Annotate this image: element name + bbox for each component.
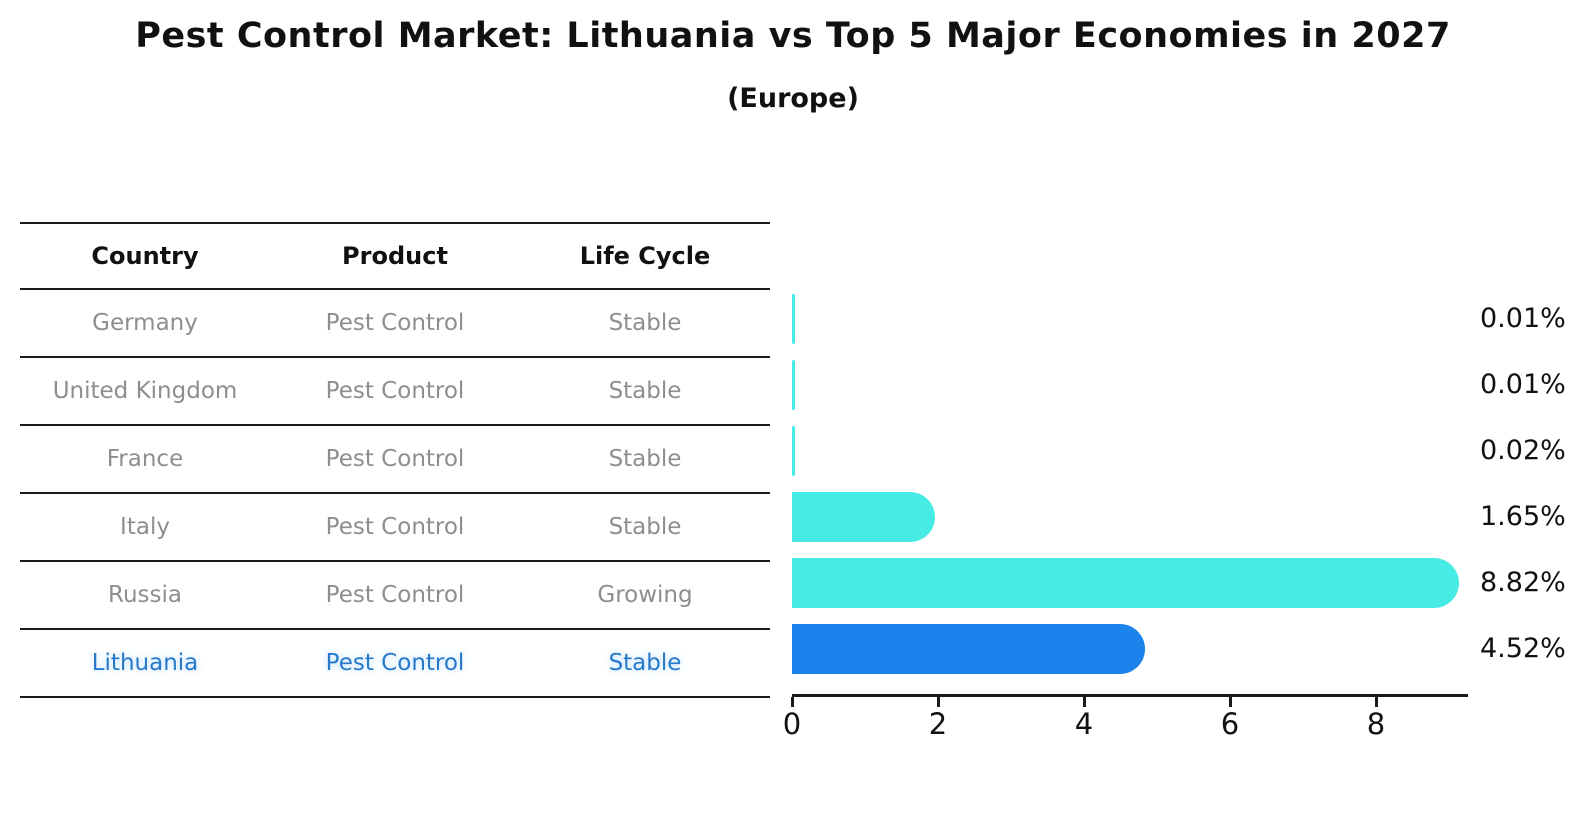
x-axis-tick-label: 0 [782, 707, 802, 741]
x-axis-tick-label: 2 [928, 707, 948, 741]
table-cell-product: Pest Control [325, 650, 465, 676]
table-cell-life-cycle: Stable [608, 650, 682, 676]
table-cell-product: Pest Control [325, 310, 465, 336]
table-cell-life-cycle: Stable [608, 446, 682, 472]
table-row: Germany Pest Control Stable [20, 290, 770, 358]
table-rows: Germany Pest Control Stable United Kingdom P… [20, 290, 770, 698]
bar-russia [792, 558, 1459, 608]
table-row: France Pest Control Stable [20, 426, 770, 494]
bar-lithuania [792, 624, 1145, 674]
bar-value-label: 0.01% [1480, 369, 1566, 400]
table-cell-country: Russia [108, 582, 182, 608]
table-header-row: Country Product Life Cycle [20, 222, 770, 290]
bar-value-label: 4.52% [1480, 633, 1566, 664]
table-cell-country: France [106, 446, 184, 472]
table-cell-life-cycle: Stable [608, 378, 682, 404]
table-cell-country: United Kingdom [52, 378, 238, 404]
bar-italy [792, 492, 936, 542]
x-axis-tick [790, 697, 794, 707]
bar-value-label: 0.01% [1480, 303, 1566, 334]
x-axis-line [792, 694, 1468, 697]
bar-united-kingdom [792, 360, 795, 410]
x-axis-tick [1374, 697, 1378, 707]
x-axis-tick-label: 6 [1220, 707, 1240, 741]
table-cell-product: Pest Control [325, 378, 465, 404]
table-cell-product: Pest Control [325, 514, 465, 540]
table-cell-life-cycle: Stable [608, 514, 682, 540]
bar-value-label: 1.65% [1480, 501, 1566, 532]
x-axis-tick-label: 4 [1074, 707, 1094, 741]
table-row: Russia Pest Control Growing [20, 562, 770, 630]
table-cell-product: Pest Control [325, 446, 465, 472]
chart-title: Pest Control Market: Lithuania vs Top 5 … [135, 16, 1451, 56]
x-axis-tick [936, 697, 940, 707]
table-header-life-cycle: Life Cycle [579, 242, 711, 270]
table-cell-life-cycle: Stable [608, 310, 682, 336]
x-axis-tick [1082, 697, 1086, 707]
x-axis-tick [1228, 697, 1232, 707]
table-cell-product: Pest Control [325, 582, 465, 608]
table-cell-country: Lithuania [91, 650, 199, 676]
bar-value-label: 0.02% [1480, 435, 1566, 466]
chart-subtitle: (Europe) [727, 83, 859, 114]
bar-germany [792, 294, 795, 344]
table-cell-life-cycle: Growing [597, 582, 693, 608]
table-cell-country: Italy [120, 514, 170, 540]
table-row: Italy Pest Control Stable [20, 494, 770, 562]
table-row: United Kingdom Pest Control Stable [20, 358, 770, 426]
table-header-product: Product [342, 242, 448, 270]
table-cell-country: Germany [92, 310, 198, 336]
bar-france [792, 426, 795, 476]
bar-value-label: 8.82% [1480, 567, 1566, 598]
table-row: Lithuania Pest Control Stable [20, 630, 770, 698]
table-header-country: Country [91, 242, 199, 270]
x-axis-tick-label: 8 [1366, 707, 1386, 741]
annotation-table: Country Product Life Cycle Germany Pest C… [20, 222, 770, 698]
